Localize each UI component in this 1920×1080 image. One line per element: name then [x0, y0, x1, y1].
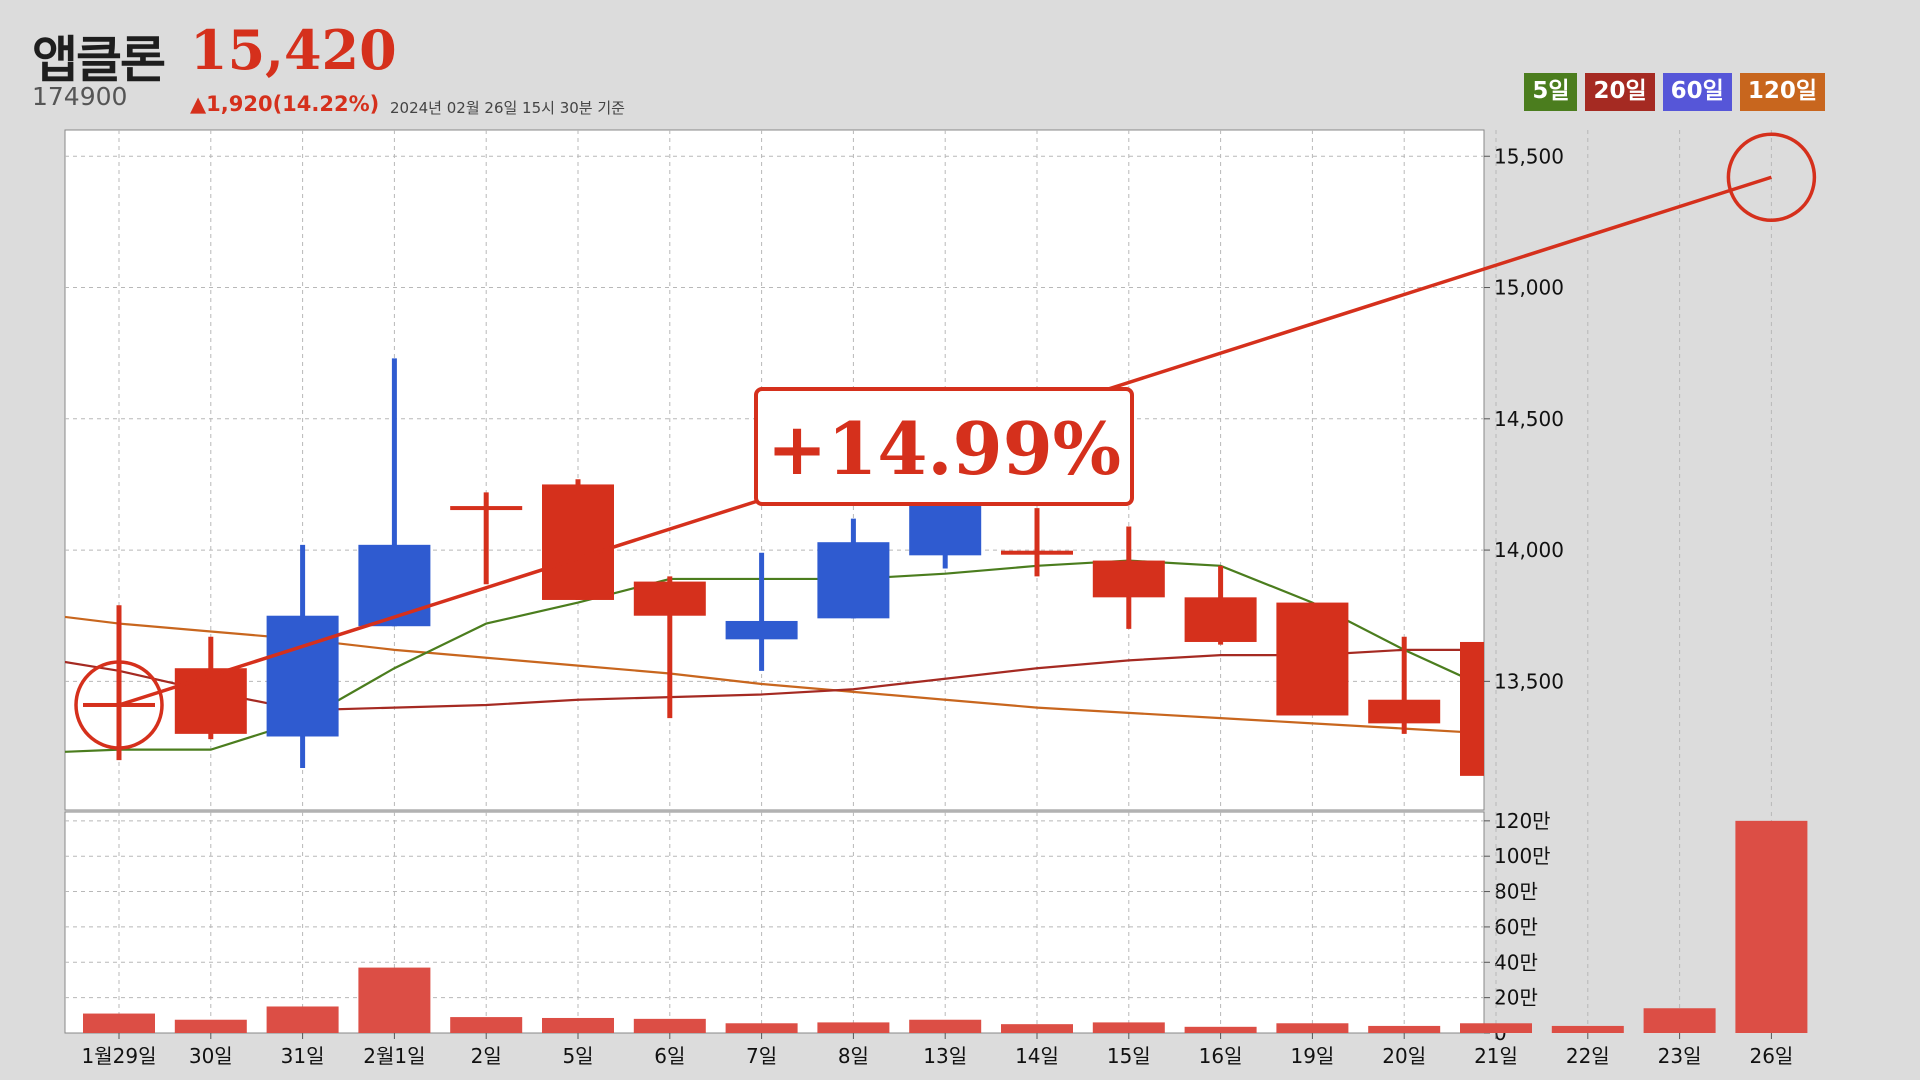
x-tick-label: 6일: [654, 1044, 685, 1068]
candle-body: [633, 581, 706, 616]
stock-name: 앱클론: [32, 31, 166, 89]
volume-bar: [358, 967, 431, 1033]
candle-body: [358, 544, 431, 627]
volume-bar: [1551, 1025, 1624, 1033]
volume-bar: [1276, 1023, 1349, 1033]
timestamp: 2024년 02월 26일 15시 30분 기준: [390, 99, 625, 117]
candle-body: [1001, 550, 1073, 555]
volume-bar: [1092, 1022, 1165, 1033]
candle-body: [1460, 641, 1484, 776]
volume-bar: [817, 1022, 890, 1033]
annotation-start-circle: [74, 660, 164, 750]
volume-panel: [64, 811, 1485, 1034]
volume-bar: [174, 1019, 247, 1033]
x-tick-label: 1월29일: [82, 1044, 157, 1068]
x-tick-label: 31일: [281, 1044, 325, 1068]
candle-body: [725, 620, 798, 640]
moving-average-legend: 5일 20일 60일 120일: [1524, 73, 1825, 111]
price-tick-label: 14,500: [1494, 407, 1564, 431]
x-tick-label: 5일: [562, 1044, 593, 1068]
x-tick-label: 16일: [1199, 1044, 1243, 1068]
legend-ma60[interactable]: 60일: [1662, 73, 1732, 111]
price-tick-label: 15,000: [1494, 276, 1564, 300]
volume-tick-label: 20만: [1494, 986, 1538, 1010]
x-tick-label: 2월1일: [363, 1044, 425, 1068]
legend-ma20[interactable]: 20일: [1585, 73, 1655, 111]
candle-body: [1092, 560, 1165, 598]
x-tick-label: 23일: [1658, 1044, 1702, 1068]
x-tick-label: 26일: [1749, 1044, 1793, 1068]
ma-line-60일: [1496, 781, 1771, 805]
price-tick-label: 14,000: [1494, 538, 1564, 562]
chart-header: 앱클론 15,420 174900 ▲1,920(14.22%) 2024년 0…: [0, 0, 1920, 130]
price-change: ▲1,920(14.22%): [190, 92, 380, 116]
volume-bar: [633, 1018, 706, 1033]
stock-code: 174900: [32, 82, 128, 111]
candle-body: [174, 668, 247, 734]
annotation-end-circle: [1726, 132, 1817, 223]
legend-ma120[interactable]: 120일: [1739, 73, 1825, 111]
volume-bar: [909, 1019, 982, 1033]
legend-ma5[interactable]: 5일: [1524, 73, 1578, 111]
annotation-label: +14.99%: [767, 406, 1121, 491]
volume-bar: [83, 1013, 155, 1033]
price-series-group: [65, 358, 1771, 805]
volume-tick-label: 80만: [1494, 880, 1538, 904]
price-tick-label: 15,500: [1494, 144, 1564, 168]
annotation-box: [754, 387, 1134, 506]
volume-tick-label: 40만: [1494, 950, 1538, 974]
volume-bar: [725, 1023, 798, 1033]
x-tick-label: 15일: [1107, 1044, 1151, 1068]
candle-body: [450, 506, 523, 511]
candle-body: [266, 615, 339, 737]
volume-bar: [1368, 1025, 1441, 1033]
volume-bar: [1643, 1008, 1716, 1033]
candle-body: [817, 542, 890, 619]
x-tick-label: 22일: [1566, 1044, 1610, 1068]
volume-bar: [1184, 1026, 1257, 1033]
volume-bar: [266, 1006, 339, 1033]
volume-tick-label: 100만: [1494, 844, 1551, 868]
volume-bar: [542, 1017, 614, 1033]
x-tick-label: 30일: [189, 1044, 233, 1068]
x-tick-label: 2일: [471, 1044, 502, 1068]
price-tick-label: 13,500: [1494, 669, 1564, 693]
candle-body: [1276, 602, 1349, 716]
volume-bar: [1460, 1023, 1532, 1033]
volume-tick-label: 120만: [1494, 809, 1551, 833]
x-tick-label: 7일: [746, 1044, 777, 1068]
volume-bar: [450, 1017, 523, 1033]
candle-body: [909, 500, 982, 556]
x-tick-label: 13일: [923, 1044, 967, 1068]
x-tick-label: 20일: [1382, 1044, 1426, 1068]
candle-body: [1368, 699, 1441, 724]
x-tick-label: 14일: [1015, 1044, 1059, 1068]
stock-price: 15,420: [190, 18, 397, 82]
volume-tick-label: 60만: [1494, 915, 1538, 939]
candle-body: [1184, 597, 1257, 642]
volume-bar: [1001, 1024, 1073, 1033]
volume-bar: [1735, 820, 1808, 1033]
x-tick-label: 21일: [1474, 1044, 1518, 1068]
x-tick-label: 19일: [1290, 1044, 1334, 1068]
candle-body: [542, 484, 614, 600]
x-tick-label: 8일: [838, 1044, 869, 1068]
